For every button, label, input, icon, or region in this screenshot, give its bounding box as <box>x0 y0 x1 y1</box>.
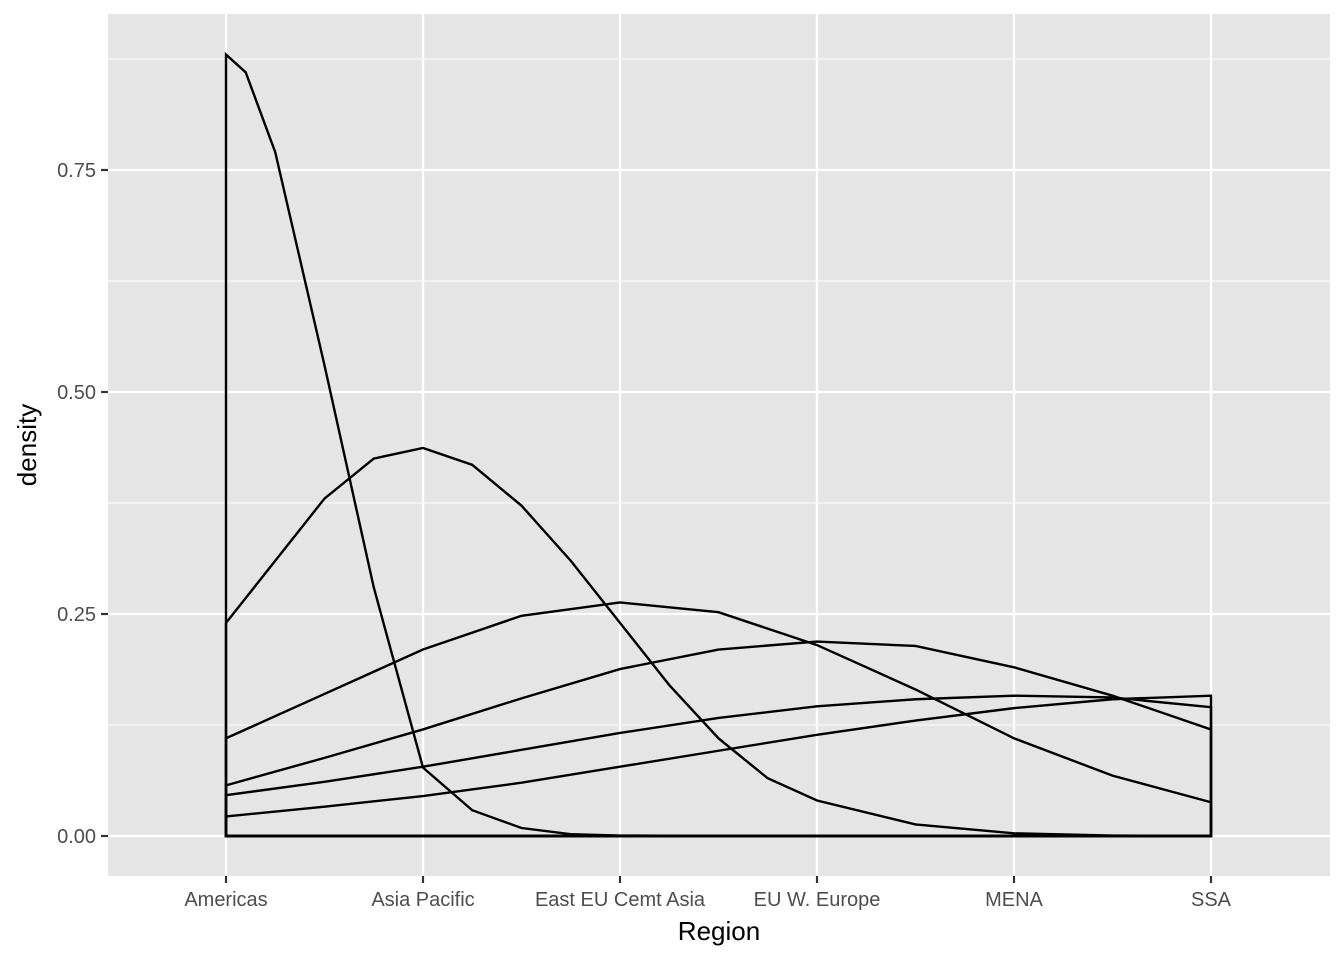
y-tick-label: 0.25 <box>57 604 96 626</box>
plot-panel <box>108 14 1330 876</box>
y-tick-label: 0.75 <box>57 160 96 182</box>
density-curve-3 <box>224 601 1213 838</box>
x-tick-label: SSA <box>1191 889 1232 911</box>
density-curve-4 <box>224 640 1213 838</box>
y-tick-label: 0.50 <box>57 382 96 404</box>
x-tick-label: East EU Cemt Asia <box>535 889 706 911</box>
x-tick-label: Americas <box>184 889 267 911</box>
density-curve-2 <box>224 446 1212 838</box>
y-tick-label: 0.00 <box>57 826 96 848</box>
density-curve-5 <box>224 694 1213 838</box>
density-curves <box>224 51 1213 838</box>
y-axis-title: density <box>12 404 42 486</box>
x-tick-label: Asia Pacific <box>371 889 474 911</box>
axes: 0.00 0.25 0.50 0.75 Americas Asia Pacific East… <box>57 160 1232 911</box>
x-tick-label: EU W. Europe <box>754 889 881 911</box>
density-curve-6 <box>224 694 1213 838</box>
x-axis-title: Region <box>678 916 760 946</box>
x-tick-label: MENA <box>985 889 1043 911</box>
